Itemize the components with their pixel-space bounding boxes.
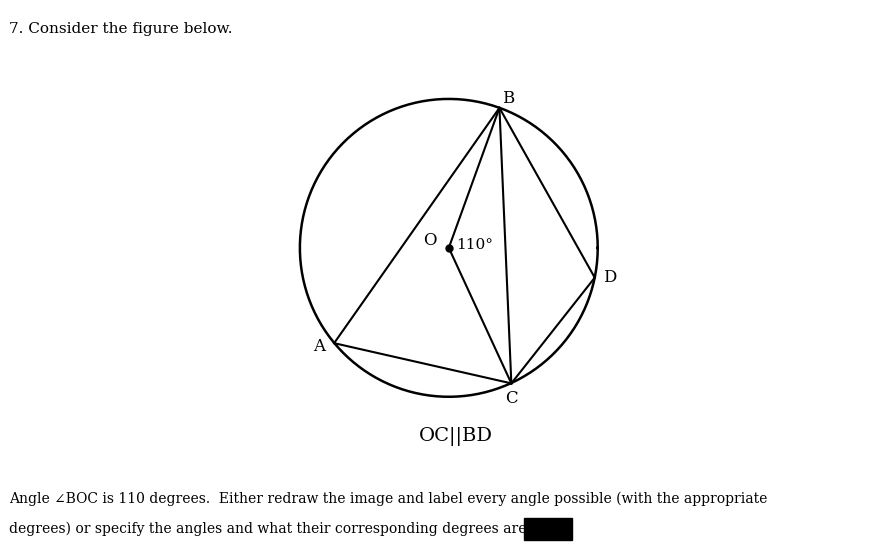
Text: 110°: 110° xyxy=(456,238,494,252)
Text: D: D xyxy=(603,269,616,286)
Text: C: C xyxy=(505,390,517,407)
Text: degrees) or specify the angles and what their corresponding degrees are.: degrees) or specify the angles and what … xyxy=(9,522,531,536)
Text: B: B xyxy=(502,90,515,108)
Text: OC||BD: OC||BD xyxy=(419,427,494,446)
Text: O: O xyxy=(422,232,436,249)
Text: 7. Consider the figure below.: 7. Consider the figure below. xyxy=(9,22,232,36)
Text: A: A xyxy=(313,337,326,355)
Text: Angle ∠BOC is 110 degrees.  Either redraw the image and label every angle possib: Angle ∠BOC is 110 degrees. Either redraw… xyxy=(9,491,767,506)
